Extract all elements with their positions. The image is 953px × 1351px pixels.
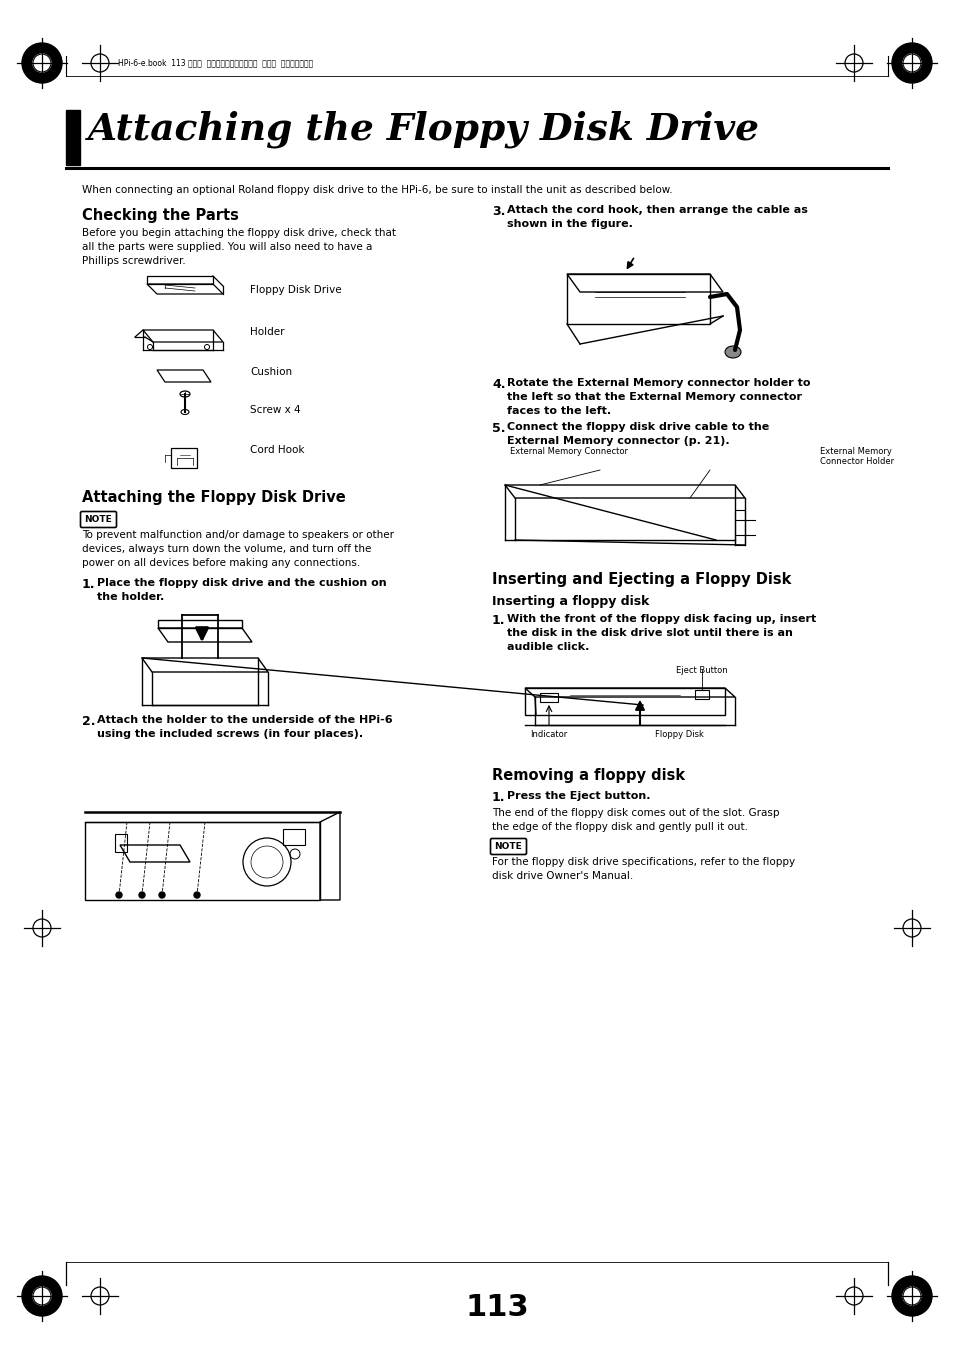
Circle shape	[22, 43, 62, 82]
Text: 1.: 1.	[492, 613, 505, 627]
Circle shape	[91, 54, 109, 72]
Circle shape	[22, 1275, 62, 1316]
Text: Rotate the External Memory connector holder to
the left so that the External Mem: Rotate the External Memory connector hol…	[506, 378, 810, 416]
Text: External Memory Connector: External Memory Connector	[510, 447, 627, 457]
Text: Checking the Parts: Checking the Parts	[82, 208, 238, 223]
Text: Indicator: Indicator	[530, 730, 567, 739]
Text: 1.: 1.	[492, 790, 505, 804]
Circle shape	[891, 43, 931, 82]
Circle shape	[902, 1288, 920, 1305]
Bar	[283, 830, 305, 844]
Text: Screw x 4: Screw x 4	[250, 405, 300, 415]
Text: NOTE: NOTE	[85, 515, 112, 524]
Circle shape	[33, 54, 51, 72]
Text: External Memory
Connector Holder: External Memory Connector Holder	[820, 447, 893, 466]
Text: For the floppy disk drive specifications, refer to the floppy
disk drive Owner's: For the floppy disk drive specifications…	[492, 857, 794, 881]
Text: The end of the floppy disk comes out of the slot. Grasp
the edge of the floppy d: The end of the floppy disk comes out of …	[492, 808, 779, 832]
Text: Place the floppy disk drive and the cushion on
the holder.: Place the floppy disk drive and the cush…	[97, 578, 386, 603]
Ellipse shape	[181, 409, 189, 415]
Text: NOTE: NOTE	[494, 842, 522, 851]
Text: Attaching the Floppy Disk Drive: Attaching the Floppy Disk Drive	[88, 111, 760, 149]
Circle shape	[33, 1288, 51, 1305]
Circle shape	[844, 54, 862, 72]
Bar	[66, 109, 80, 165]
Circle shape	[159, 892, 165, 898]
Text: Eject Button: Eject Button	[676, 666, 727, 676]
Text: 3.: 3.	[492, 205, 505, 218]
Text: Attaching the Floppy Disk Drive: Attaching the Floppy Disk Drive	[82, 490, 345, 505]
Text: Inserting a floppy disk: Inserting a floppy disk	[492, 594, 649, 608]
Ellipse shape	[180, 390, 190, 397]
Text: Connect the floppy disk drive cable to the
External Memory connector (p. 21).: Connect the floppy disk drive cable to t…	[506, 422, 768, 446]
Text: 113: 113	[465, 1293, 528, 1323]
Circle shape	[902, 54, 920, 72]
Circle shape	[91, 1288, 109, 1305]
Text: 1.: 1.	[82, 578, 95, 590]
Text: When connecting an optional Roland floppy disk drive to the HPi-6, be sure to in: When connecting an optional Roland flopp…	[82, 185, 672, 195]
Text: Attach the cord hook, then arrange the cable as
shown in the figure.: Attach the cord hook, then arrange the c…	[506, 205, 807, 230]
Text: Inserting and Ejecting a Floppy Disk: Inserting and Ejecting a Floppy Disk	[492, 571, 791, 586]
Text: Floppy Disk Drive: Floppy Disk Drive	[250, 285, 341, 295]
Circle shape	[33, 919, 51, 938]
Bar	[695, 690, 708, 698]
Circle shape	[139, 892, 145, 898]
Circle shape	[902, 919, 920, 938]
Text: Cord Hook: Cord Hook	[250, 444, 304, 455]
Circle shape	[891, 1275, 931, 1316]
Circle shape	[844, 1288, 862, 1305]
Text: With the front of the floppy disk facing up, insert
the disk in the disk drive s: With the front of the floppy disk facing…	[506, 613, 816, 653]
Bar	[539, 693, 558, 703]
Text: Before you begin attaching the floppy disk drive, check that
all the parts were : Before you begin attaching the floppy di…	[82, 228, 395, 266]
Text: Holder: Holder	[250, 327, 284, 336]
Text: To prevent malfunction and/or damage to speakers or other
devices, always turn d: To prevent malfunction and/or damage to …	[82, 530, 394, 567]
Text: Cushion: Cushion	[250, 367, 292, 377]
Bar	[171, 449, 196, 467]
Text: Attach the holder to the underside of the HPi-6
using the included screws (in fo: Attach the holder to the underside of th…	[97, 715, 393, 739]
Text: Removing a floppy disk: Removing a floppy disk	[492, 767, 684, 784]
Ellipse shape	[724, 346, 740, 358]
Text: Floppy Disk: Floppy Disk	[655, 730, 703, 739]
Circle shape	[193, 892, 200, 898]
Circle shape	[116, 892, 122, 898]
Bar	[115, 834, 127, 852]
Text: 4.: 4.	[492, 378, 505, 390]
Text: 5.: 5.	[492, 422, 505, 435]
Text: 2.: 2.	[82, 715, 95, 728]
Text: HPi-6-e.book  113 ページ  ２００５年１１月１５日  火曜日  午後３時４９分: HPi-6-e.book 113 ページ ２００５年１１月１５日 火曜日 午後３…	[118, 58, 313, 68]
Text: Press the Eject button.: Press the Eject button.	[506, 790, 650, 801]
